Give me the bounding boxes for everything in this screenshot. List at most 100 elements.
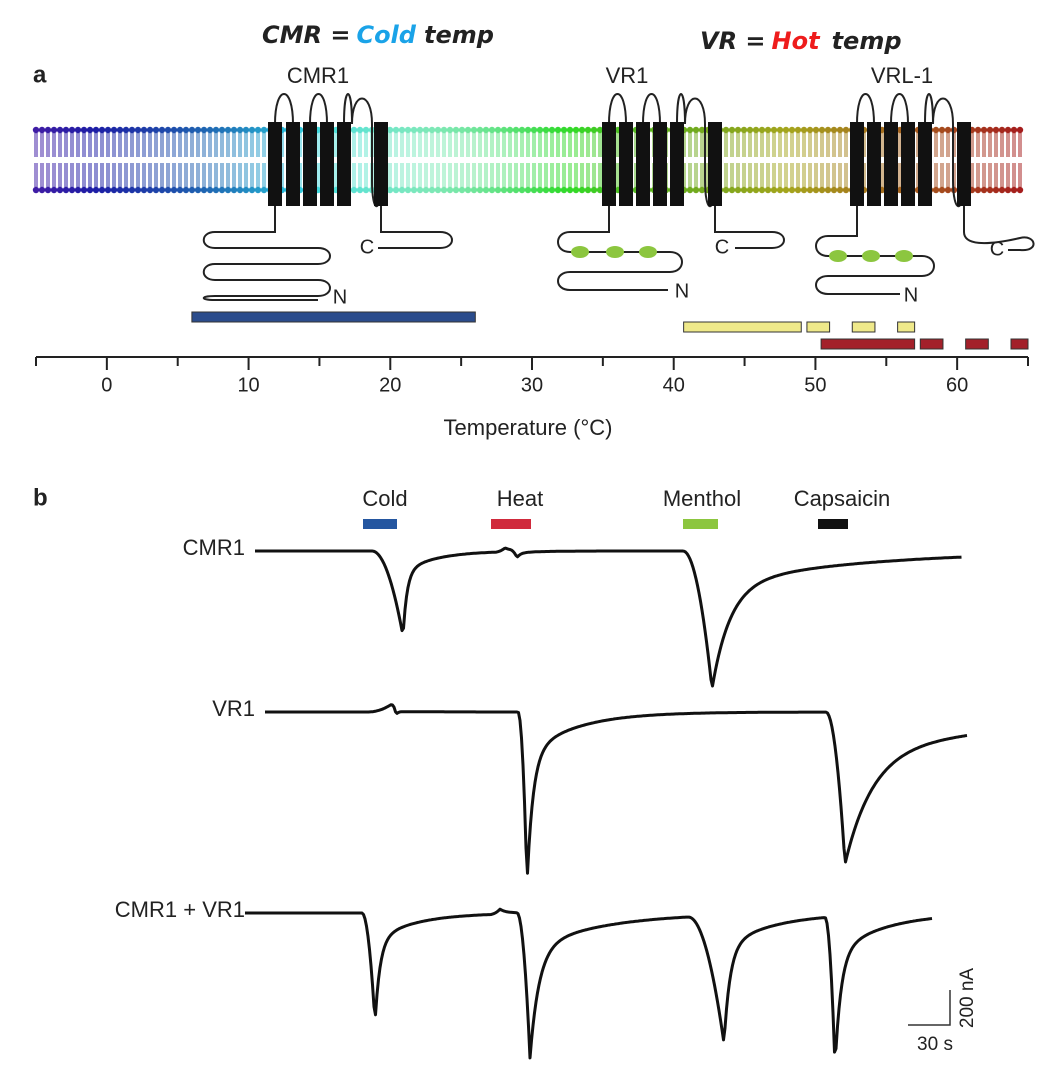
- lipid-head: [398, 186, 406, 194]
- lipid-head: [752, 126, 760, 134]
- tick-label: 10: [237, 374, 259, 396]
- tick-label: 60: [946, 374, 968, 396]
- lipid-head: [782, 126, 790, 134]
- lipid-head: [836, 126, 844, 134]
- lipid-head: [800, 186, 808, 194]
- lipid-head: [134, 126, 142, 134]
- helix: [867, 122, 881, 206]
- ligand-domain: [829, 250, 847, 262]
- lipid-head: [176, 186, 184, 194]
- lipid-head: [596, 186, 604, 194]
- lipid-head: [524, 186, 532, 194]
- traces: Cold Heat Menthol Capsaicin CMR1 VR1 CMR1 + VR…: [115, 486, 978, 1060]
- helix: [286, 122, 300, 206]
- lipid-head: [740, 126, 748, 134]
- lipid-head: [170, 186, 178, 194]
- lipid-head: [590, 186, 598, 194]
- lipid-head: [992, 126, 1000, 134]
- ligand-domain: [639, 246, 657, 258]
- lipid-head: [446, 186, 454, 194]
- lipid-head: [794, 126, 802, 134]
- lipid-head: [446, 126, 454, 134]
- lipid-head: [128, 126, 136, 134]
- terminal-label: C: [990, 238, 1004, 260]
- current-trace: [245, 907, 933, 1060]
- lipid-head: [764, 126, 772, 134]
- lipid-head: [788, 126, 796, 134]
- lipid-head: [986, 126, 994, 134]
- lipid-head: [470, 186, 478, 194]
- lipid-head: [410, 186, 418, 194]
- stimulus-bar: [363, 519, 397, 529]
- lipid-head: [182, 126, 190, 134]
- lipid-head: [500, 186, 508, 194]
- lipid-head: [428, 126, 436, 134]
- helix: [374, 122, 388, 206]
- lipid-head: [728, 126, 736, 134]
- ligand-domain: [606, 246, 624, 258]
- lipid-head: [422, 126, 430, 134]
- lipid-head: [722, 126, 730, 134]
- lipid-head: [386, 126, 394, 134]
- lipid-head: [836, 186, 844, 194]
- lipid-head: [236, 186, 244, 194]
- lipid-head: [206, 186, 214, 194]
- lipid-head: [458, 126, 466, 134]
- lipid-head: [62, 126, 70, 134]
- lipid-head: [578, 186, 586, 194]
- loop: [343, 93, 353, 125]
- trace-label: CMR1 + VR1: [115, 897, 245, 922]
- lipid-head: [254, 126, 262, 134]
- lipid-head: [86, 186, 94, 194]
- helix: [303, 122, 317, 206]
- lipid-head: [188, 186, 196, 194]
- tick-label: 20: [379, 374, 401, 396]
- lipid-head: [596, 126, 604, 134]
- trace-label: VR1: [212, 696, 255, 721]
- stimulus-bar: [818, 519, 848, 529]
- lipid-head: [32, 186, 40, 194]
- lipid-head: [92, 126, 100, 134]
- lipid-head: [800, 126, 808, 134]
- channels: C N C N C N: [202, 93, 1035, 308]
- lipid-head: [692, 126, 700, 134]
- lipid-head: [1016, 126, 1024, 134]
- lipid-head: [44, 186, 52, 194]
- lipid-head: [38, 186, 46, 194]
- annotations: CMR = Cold temp VR = Hot temp: [262, 21, 902, 55]
- lipid-head: [416, 126, 424, 134]
- helix: [901, 122, 915, 206]
- helix: [337, 122, 351, 206]
- helix: [653, 122, 667, 206]
- lipid-head: [932, 186, 940, 194]
- lipid-head: [146, 186, 154, 194]
- lipid-head: [692, 186, 700, 194]
- activation-range: [1010, 338, 1029, 350]
- lipid-head: [758, 186, 766, 194]
- lipid-head: [404, 126, 412, 134]
- lipid-head: [62, 186, 70, 194]
- loop: [924, 93, 934, 125]
- tick-label: 30: [521, 374, 543, 396]
- lipid-head: [818, 186, 826, 194]
- lipid-head: [938, 126, 946, 134]
- lipid-head: [440, 126, 448, 134]
- terminal-label: N: [904, 284, 918, 306]
- lipid-head: [170, 126, 178, 134]
- lipid-head: [524, 126, 532, 134]
- lipid-head: [578, 126, 586, 134]
- terminal-tail: [378, 206, 453, 249]
- lipid-head: [1004, 126, 1012, 134]
- lipid-head: [458, 186, 466, 194]
- lipid-head: [416, 186, 424, 194]
- helix: [850, 122, 864, 206]
- channel-label: CMR1: [287, 63, 349, 88]
- lipid-head: [158, 186, 166, 194]
- lipid-head: [140, 126, 148, 134]
- lipid-head: [734, 126, 742, 134]
- lipid-head: [698, 126, 706, 134]
- stimulus-label: Capsaicin: [794, 486, 891, 511]
- lipid-head: [500, 126, 508, 134]
- activation-range: [820, 338, 916, 350]
- lipid-head: [746, 126, 754, 134]
